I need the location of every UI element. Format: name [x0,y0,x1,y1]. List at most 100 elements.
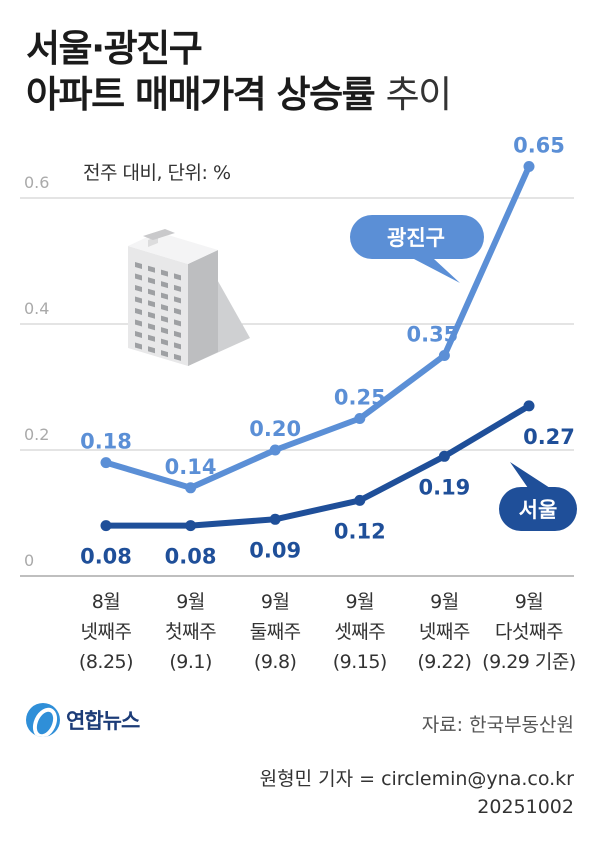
window [174,353,181,361]
data-label: 0.14 [165,455,217,479]
data-point [438,350,450,361]
window [174,284,181,292]
legend-callout-gwangjin: 광진구 [350,215,484,283]
data-point [354,413,366,424]
grid-layer: 0 0.2 0.4 0.6 [20,173,574,577]
window [161,315,168,323]
window [161,292,168,300]
data-point [100,457,112,469]
data-point [438,450,450,462]
title-line-2-bold: 아파트 매매가격 상승률 [26,73,376,116]
data-point [523,161,535,172]
window [174,342,181,350]
title-line-1: 서울·광진구 [26,27,203,70]
x-tick-label: 9월 [176,591,205,613]
x-tick-label: 다섯째주 [495,621,563,643]
window [174,307,181,315]
window [135,262,142,269]
series-name-label: 서울 [519,498,558,522]
x-tick-label: (9.15) [333,651,387,673]
logo-text: 연합뉴스 [66,709,140,733]
x-tick-label: 넷째주 [81,621,132,643]
y-tick-label: 0.4 [24,299,49,318]
window [135,308,142,315]
x-tick-label: 9월 [515,591,544,613]
reporter-credit: 원형민 기자 = circlemin@yna.co.kr 20251002 [260,765,574,821]
window [135,273,142,281]
x-tick-label: 9월 [346,591,375,613]
x-tick-label: 둘째주 [250,621,301,643]
reporter-email: 원형민 기자 = circlemin@yna.co.kr [259,768,574,790]
window [174,330,181,338]
data-label: 0.18 [80,430,132,454]
x-tick-label: (8.25) [79,651,133,673]
yonhap-logo-icon [26,703,60,737]
x-tick-label: 셋째주 [334,621,385,643]
page-title: 서울·광진구 아파트 매매가격 상승률 추이 [26,26,453,118]
data-point [185,482,197,494]
title-line-2-light: 추이 [385,73,453,116]
title-line-2: 아파트 매매가격 상승률 추이 [26,72,453,118]
window [174,273,181,281]
window [174,296,181,304]
window [148,277,155,285]
apartment-building-icon [128,229,250,366]
data-label: 0.09 [249,538,301,562]
y-tick-label: 0.2 [24,425,49,444]
y-tick-label: 0.6 [24,173,49,192]
data-label: 0.08 [165,545,217,569]
window [135,296,142,304]
window [148,311,155,319]
x-tick-label: (9.29 기준) [482,651,576,673]
window [161,338,168,346]
data-label: 0.35 [406,323,458,347]
data-point [354,494,366,506]
window [174,319,181,327]
x-tick-label: (9.22) [417,651,471,673]
series-line-seoul [103,402,532,529]
series-name-label: 광진구 [387,226,445,250]
data-point [100,520,112,532]
window [135,342,142,350]
window [161,350,168,358]
window [161,327,168,335]
data-label: 0.27 [523,425,575,449]
x-tick-label: 8월 [92,591,121,613]
window [148,288,155,296]
data-label: 0.08 [80,545,132,569]
data-point [269,513,281,525]
window [161,304,168,312]
data-label: 0.20 [249,417,301,441]
window [148,346,155,354]
data-source: 자료: 한국부동산원 [421,714,574,736]
x-tick-label: 넷째주 [419,621,470,643]
data-label: 0.19 [418,475,470,499]
window [135,319,142,327]
data-label: 0.65 [513,134,565,158]
x-tick-label: 9월 [430,591,459,613]
window [135,331,142,338]
data-point [523,400,535,412]
y-tick-label: 0 [24,551,34,570]
window [135,285,142,292]
legend-callout-seoul: 서울 [499,462,577,531]
x-tick-label: 9월 [261,591,290,613]
series-line-gwangjin [103,163,532,491]
window [148,265,155,273]
x-tick-label: (9.1) [169,651,212,673]
x-tick-label: 첫째주 [165,621,216,643]
series-layer: 0.18 0.14 0.20 0.25 0.35 0.65 0.08 0.08 0.09 0.12… [80,134,577,569]
line-chart: 00.20.40.6 0.180.140.200.250.350.650.08 0… [20,134,577,673]
window [148,300,155,308]
data-label: 0.25 [334,386,386,410]
publish-date: 20251002 [477,796,574,818]
data-point [269,444,281,456]
window [161,281,168,289]
window [161,269,168,277]
data-label: 0.12 [334,519,386,543]
x-tick-label: (9.8) [254,651,297,673]
chart-subtitle: 전주 대비, 단위: % [83,162,231,184]
yonhap-logo: 연합뉴스 [26,702,140,738]
window [148,334,155,342]
